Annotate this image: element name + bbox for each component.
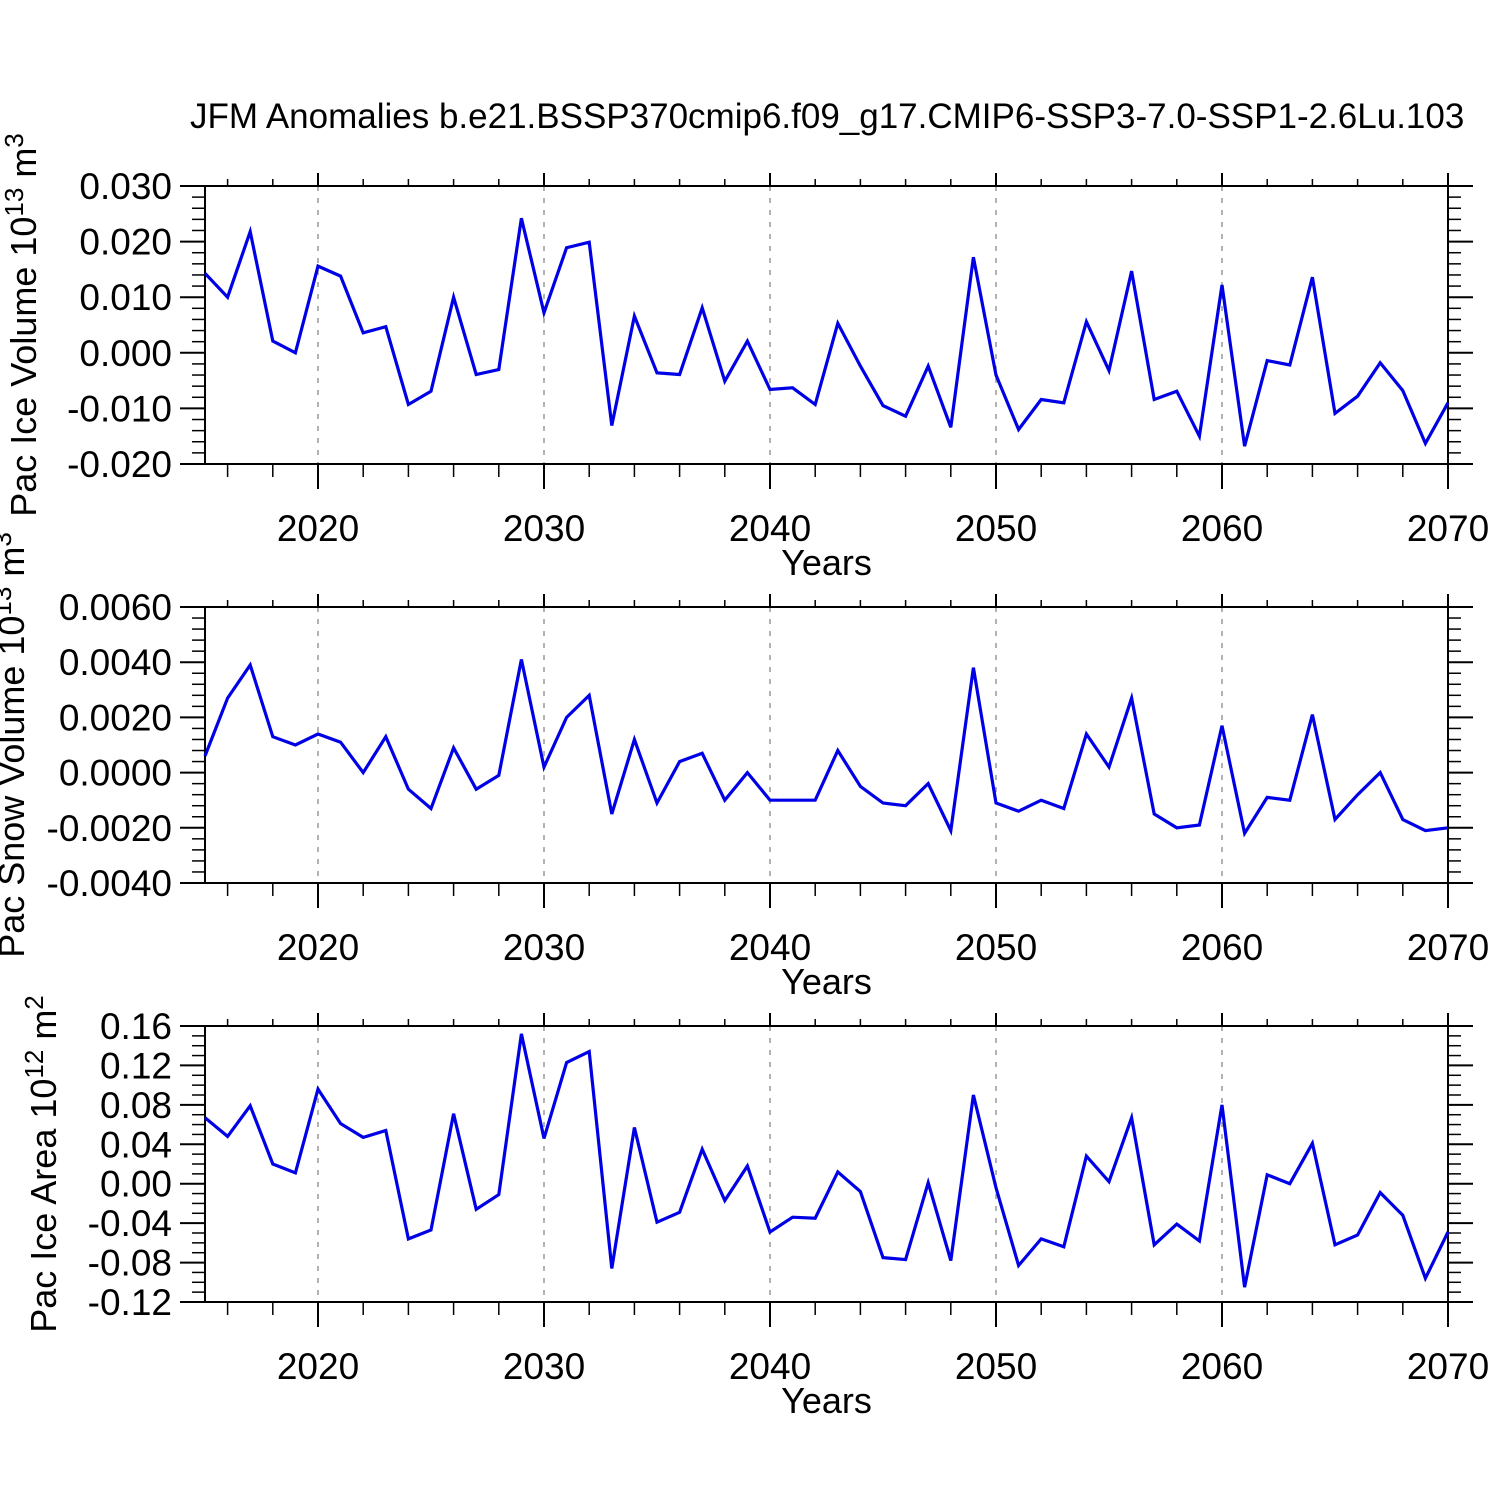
y-tick-label: 0.04 bbox=[100, 1124, 172, 1165]
x-axis-title: Years bbox=[781, 961, 872, 1002]
y-tick-label: -0.0040 bbox=[47, 863, 173, 904]
y-tick-labels: 0.0060 0.0040 0.0020 0.0000 -0.0020 -0.0040 bbox=[47, 587, 173, 904]
y-tick-label: 0.16 bbox=[100, 1006, 172, 1047]
x-tick-label: 2030 bbox=[503, 508, 585, 549]
y-tick-label: 0.010 bbox=[79, 277, 172, 318]
panel-pac-ice-area: 2020 2030 2040 2050 2060 2070 0.160.120.080.04… bbox=[19, 995, 1489, 1421]
y-tick-label: 0.0000 bbox=[59, 753, 172, 794]
x-tick-label: 2020 bbox=[277, 508, 359, 549]
x-axis-title: Years bbox=[781, 542, 872, 583]
plot-frame bbox=[204, 1025, 1449, 1303]
panel-pac-snow-volume: 2020 2030 2040 2050 2060 20700.00600.00400.00… bbox=[0, 532, 1489, 1002]
y-tick-labels: 0.160.120.080.040.00-0.04-0.08-0.12 bbox=[88, 1006, 172, 1323]
x-tick-label: 2050 bbox=[955, 508, 1037, 549]
decade-gridlines bbox=[317, 186, 1223, 464]
x-tick-label: 2040 bbox=[729, 1346, 811, 1387]
series-line-pac-snow-volume bbox=[203, 659, 1449, 838]
y-tick-label: 0.12 bbox=[100, 1045, 172, 1086]
y-tick-label: 0.020 bbox=[79, 222, 172, 263]
x-tick-label: 2050 bbox=[955, 927, 1037, 968]
x-tick-label: 2040 bbox=[729, 927, 811, 968]
x-tick-label: 2040 bbox=[729, 508, 811, 549]
y-tick-label: 0.08 bbox=[100, 1085, 172, 1126]
y-tick-label: 0.0040 bbox=[59, 642, 172, 683]
x-tick-labels: 2020 2030 2040 2050 2060 2070 bbox=[277, 508, 1489, 549]
series-line-pac-ice-area bbox=[203, 1033, 1450, 1288]
y-tick-label: 0.000 bbox=[79, 333, 172, 374]
y-tick-label: 0.0060 bbox=[59, 587, 172, 628]
x-tick-label: 2060 bbox=[1181, 927, 1263, 968]
chart-title: JFM Anomalies b.e21.BSSP370cmip6.f09_g17… bbox=[190, 97, 1465, 136]
plot-frame bbox=[204, 606, 1449, 884]
x-tick-label: 2060 bbox=[1181, 1346, 1263, 1387]
x-tick-label: 2070 bbox=[1407, 927, 1489, 968]
axis-ticks bbox=[180, 1013, 1473, 1327]
x-axis-title: Years bbox=[781, 1380, 872, 1421]
plot-frame bbox=[204, 185, 1449, 465]
x-tick-label: 2030 bbox=[503, 927, 585, 968]
x-tick-label: 2030 bbox=[503, 1346, 585, 1387]
panel-pac-ice-volume: 2020 2030 2040 2050 2060 20700.0300.0200.0100… bbox=[0, 133, 1489, 583]
axis-ticks bbox=[180, 594, 1473, 908]
y-tick-label: -0.020 bbox=[67, 444, 172, 485]
x-tick-label: 2020 bbox=[277, 1346, 359, 1387]
x-tick-label: 2020 bbox=[277, 927, 359, 968]
y-tick-labels: 0.030 0.020 0.010 0.000 -0.010 -0.020 bbox=[67, 166, 172, 485]
decade-gridlines bbox=[317, 1026, 1223, 1302]
y-axis-title: Pac Ice Volume 1013​ m3​ bbox=[0, 133, 44, 517]
y-tick-label: 0.0020 bbox=[59, 697, 172, 738]
y-tick-label: 0.00 bbox=[100, 1164, 172, 1205]
x-tick-labels: 2020 2030 2040 2050 2060 2070 bbox=[277, 1346, 1489, 1387]
y-tick-label: -0.12 bbox=[88, 1282, 172, 1323]
y-tick-label: 0.030 bbox=[79, 166, 172, 207]
y-tick-label: -0.010 bbox=[67, 388, 172, 429]
y-axis-title: Pac Snow Volume 1013​ m3​ bbox=[0, 532, 32, 958]
y-tick-label: -0.04 bbox=[88, 1203, 172, 1244]
x-tick-label: 2070 bbox=[1407, 1346, 1489, 1387]
x-tick-label: 2070 bbox=[1407, 508, 1489, 549]
axis-ticks bbox=[180, 173, 1473, 489]
x-tick-label: 2050 bbox=[955, 1346, 1037, 1387]
x-tick-label: 2060 bbox=[1181, 508, 1263, 549]
x-tick-labels: 2020 2030 2040 2050 2060 2070 bbox=[277, 927, 1489, 968]
series-line-pac-ice-volume bbox=[203, 217, 1450, 448]
y-tick-label: -0.0020 bbox=[47, 808, 173, 849]
y-tick-label: -0.08 bbox=[88, 1243, 172, 1284]
y-axis-title: Pac Ice Area 1012​ m2​ bbox=[19, 995, 64, 1333]
decade-gridlines bbox=[317, 607, 1223, 883]
